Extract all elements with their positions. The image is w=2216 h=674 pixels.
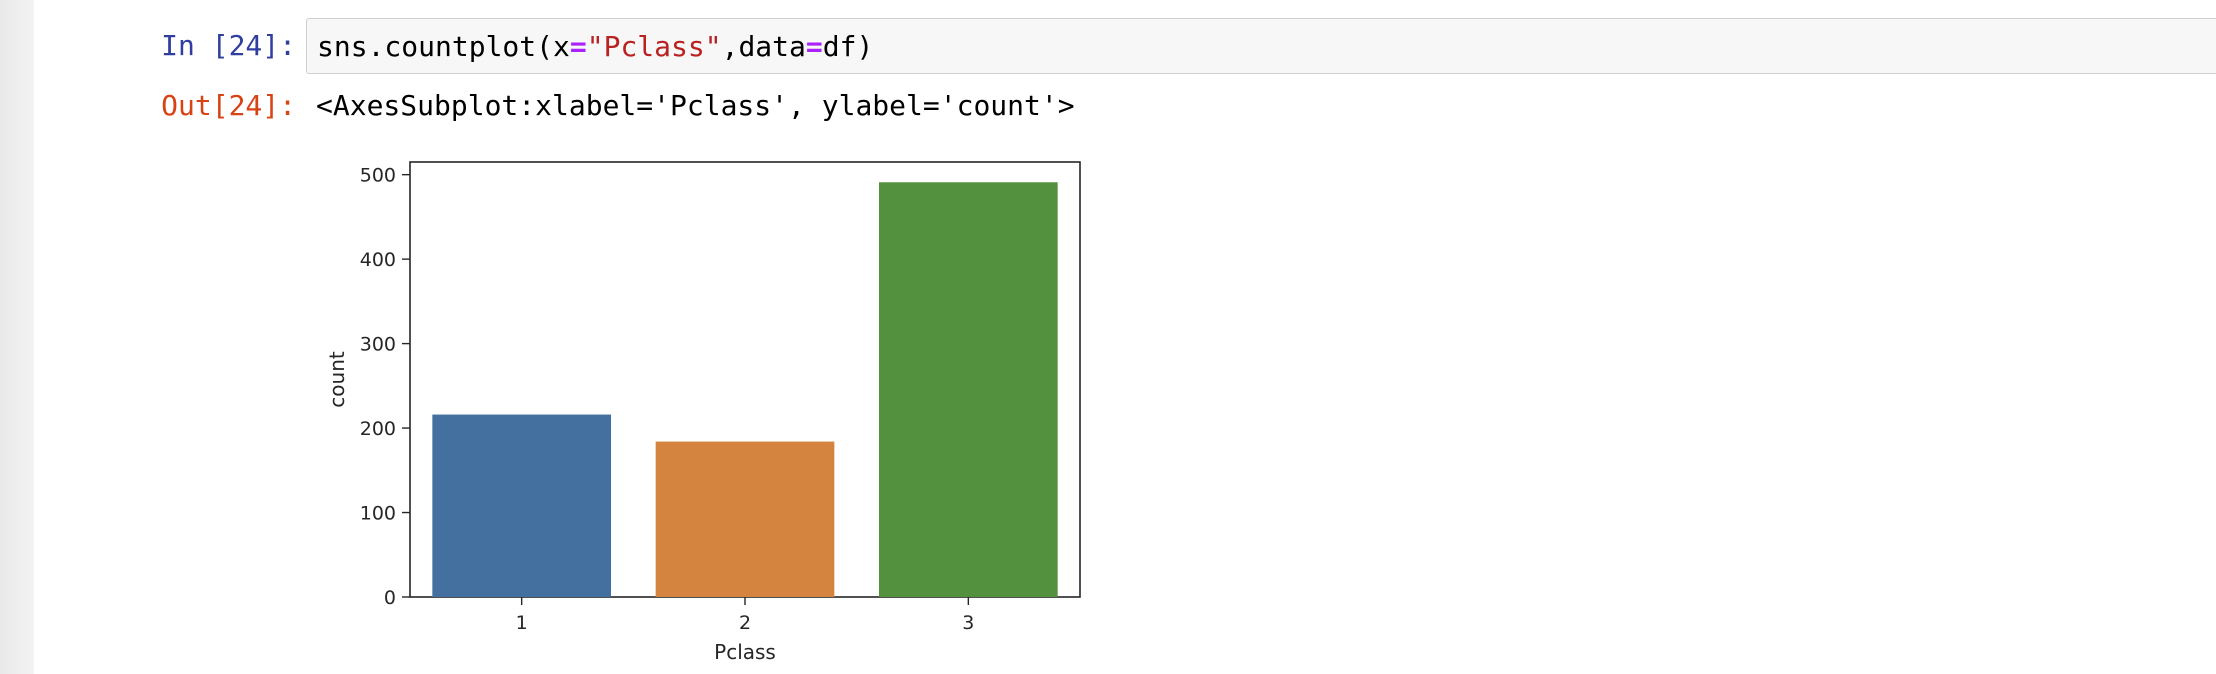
code-func: sns.countplot(x: [317, 30, 570, 63]
x-tick-label: 2: [739, 612, 751, 634]
code-tail: df): [822, 30, 874, 63]
x-axis-label: Pclass: [714, 640, 776, 664]
x-tick-label: 1: [516, 612, 528, 634]
bar-pclass-3: [879, 182, 1058, 597]
y-axis-label: count: [325, 351, 349, 408]
left-gutter: [0, 0, 34, 674]
bars: [432, 182, 1058, 597]
bar-pclass-2: [655, 441, 835, 597]
x-axis-ticks: 1 2 3: [516, 597, 974, 634]
code-mid: ,data: [721, 30, 806, 63]
output-repr: <AxesSubplot:xlabel='Pclass', ylabel='co…: [316, 89, 1075, 122]
code-eq-2: =: [805, 30, 823, 63]
output-prompt: Out[24]:: [161, 89, 296, 122]
code-string-arg: "Pclass": [586, 30, 722, 63]
x-tick-label: 3: [962, 612, 974, 634]
y-tick-label: 0: [384, 587, 396, 609]
countplot-chart: 0 100 200 300 400 500 1 2 3 Pclass count: [325, 161, 1081, 664]
y-tick-label: 500: [360, 165, 396, 187]
y-tick-label: 300: [360, 334, 396, 356]
y-axis-ticks: 0 100 200 300 400 500: [360, 165, 410, 609]
y-tick-label: 200: [360, 418, 396, 440]
code-cell-input[interactable]: sns.countplot(x="Pclass",data=df): [306, 18, 2216, 74]
code-line: sns.countplot(x="Pclass",data=df): [317, 29, 873, 65]
input-prompt: In [24]:: [161, 29, 296, 62]
code-eq-1: =: [569, 30, 587, 63]
bar-pclass-1: [432, 414, 611, 597]
y-tick-label: 400: [360, 249, 396, 271]
y-tick-label: 100: [360, 503, 396, 525]
